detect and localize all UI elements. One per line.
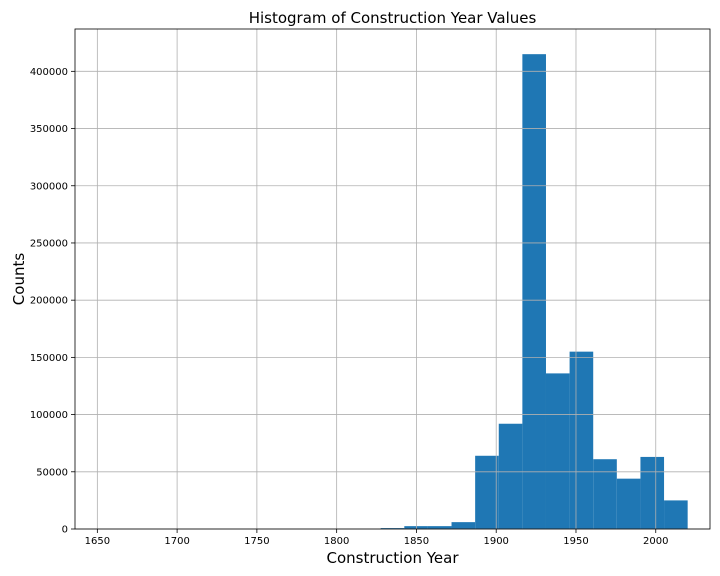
histogram-bar [545, 373, 570, 529]
x-axis-label: Construction Year [326, 549, 459, 567]
histogram-bar [475, 455, 499, 529]
x-tick-label: 1900 [483, 536, 508, 547]
axes-layer [74, 28, 711, 530]
y-tick-label: 300000 [30, 181, 68, 192]
x-tick-label: 1750 [244, 536, 269, 547]
y-tick-label: 200000 [30, 296, 68, 307]
bars-layer [380, 54, 688, 530]
y-tick-label: 100000 [30, 410, 68, 421]
x-tick-label: 1800 [324, 536, 349, 547]
histogram-bar [664, 500, 688, 529]
histogram-bar [522, 54, 546, 530]
histogram-bar [380, 528, 405, 529]
y-axis-label: Counts [10, 253, 28, 306]
x-tick-label: 1700 [164, 536, 189, 547]
y-tick-label: 250000 [30, 238, 68, 249]
histogram-bar [451, 522, 476, 529]
histogram-bar [640, 456, 665, 529]
y-tick-label: 0 [62, 525, 68, 536]
y-tick-label: 350000 [30, 124, 68, 135]
x-tick-label: 2000 [643, 536, 668, 547]
histogram-bar [616, 478, 641, 529]
histogram-bar [569, 351, 594, 529]
y-tick-label: 400000 [30, 67, 68, 78]
histogram-bar [593, 459, 617, 529]
x-tick-label: 1950 [563, 536, 588, 547]
ticks-layer: 1650 1700 1750 1800 1850 1900 1950 2000 0 50000 10… [30, 67, 669, 547]
y-tick-label: 50000 [36, 467, 68, 478]
x-tick-label: 1650 [85, 536, 110, 547]
grid-layer [75, 29, 710, 530]
chart-title: Histogram of Construction Year Values [249, 9, 537, 27]
x-tick-label: 1850 [404, 536, 429, 547]
plot-frame [74, 28, 711, 530]
y-tick-label: 150000 [30, 353, 68, 364]
histogram-bar [498, 423, 523, 529]
histogram-bar [427, 526, 452, 529]
